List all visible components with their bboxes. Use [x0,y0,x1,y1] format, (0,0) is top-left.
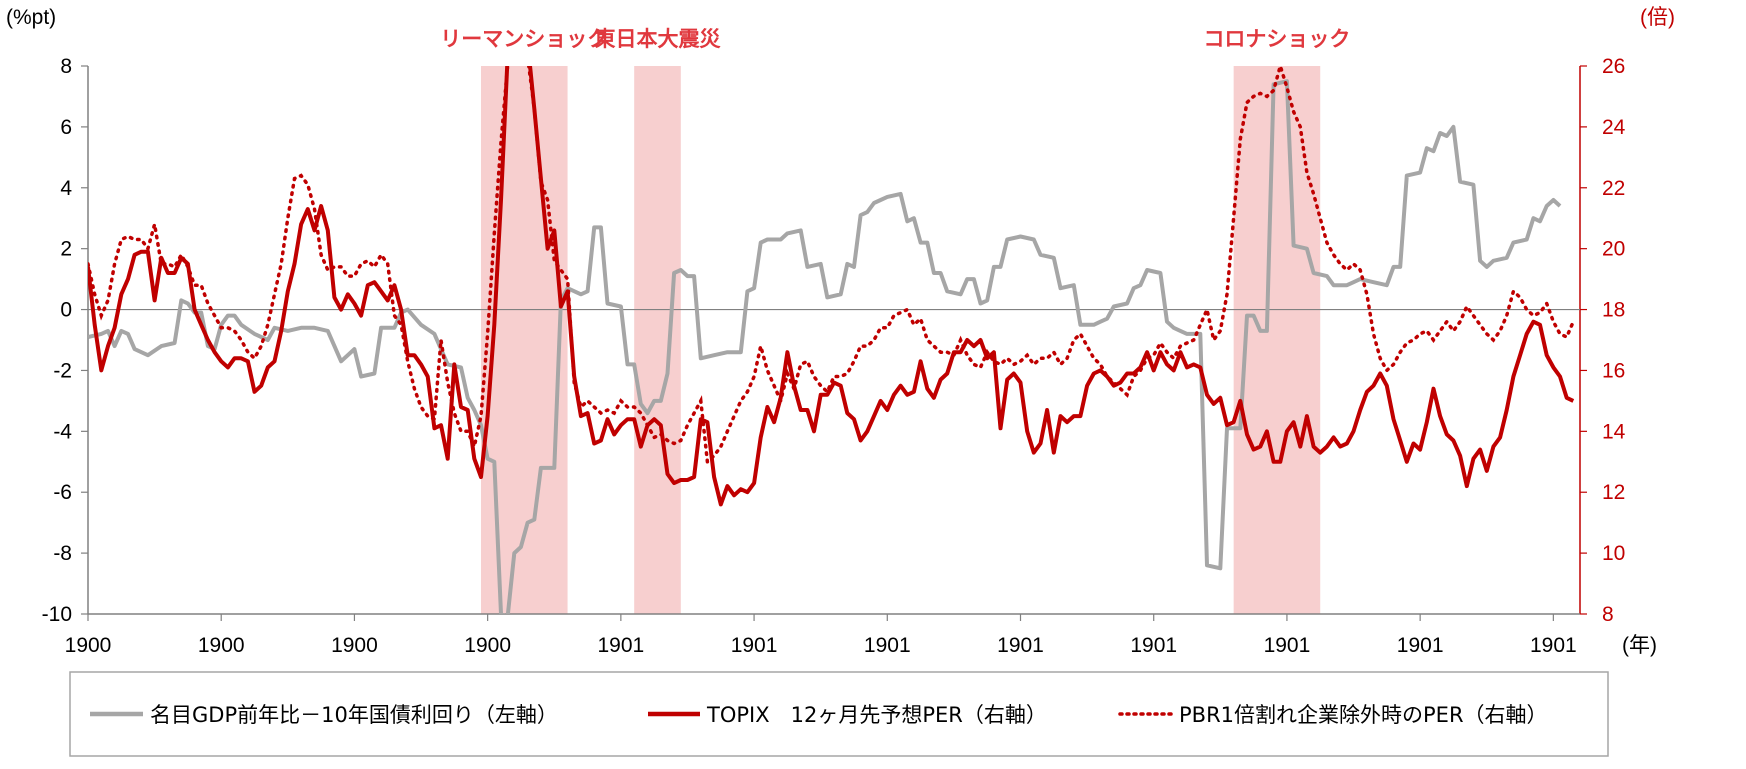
x-tick-label-5: 1901 [731,634,778,657]
legend-box [69,671,1609,757]
x-tick-label-9: 1901 [1264,634,1311,657]
x-tick-label-8: 1901 [1130,634,1177,657]
legend-label-topix: TOPIX 12ヶ月先予想PER（右軸） [706,703,1047,727]
shaded-periods [480,66,1321,614]
x-axis-unit: (年) [1622,634,1657,657]
shaded-period-1 [634,66,681,614]
x-tick-label-1: 1900 [198,634,245,657]
right-tick-label-4: 16 [1602,359,1625,382]
axes [81,65,1587,621]
series-line-1 [88,66,1575,507]
right-tick-label-7: 22 [1602,177,1625,200]
x-tick-label-3: 1900 [464,634,511,657]
right-axis-unit: (倍) [1640,6,1675,29]
right-tick-label-8: 24 [1602,116,1626,139]
left-tick-label-8: 6 [60,116,72,139]
right-tick-label-2: 12 [1602,481,1625,504]
x-tick-label-4: 1901 [597,634,644,657]
left-tick-label-6: 2 [60,238,72,261]
left-axis-unit: (%pt) [6,6,56,29]
left-tick-label-5: 0 [60,299,72,322]
series-line-2 [88,66,1576,466]
shaded-period-label-0: リーマンショック [440,27,608,51]
legend: 名目GDP前年比－10年国債利回り（左軸） TOPIX 12ヶ月先予想PER（右… [69,671,1609,757]
x-tick-label-10: 1901 [1397,634,1444,657]
x-tick-label-2: 1900 [331,634,378,657]
right-tick-label-5: 18 [1602,299,1625,322]
right-tick-label-6: 20 [1602,238,1625,261]
left-tick-label-4: -2 [53,359,72,382]
left-tick-label-9: 8 [60,55,72,78]
left-tick-label-0: -10 [42,603,72,626]
series-line-0 [88,79,1562,614]
right-tick-label-0: 8 [1602,603,1614,626]
shaded-period-label-1: 東日本大震災 [594,27,721,51]
left-tick-label-7: 4 [60,177,72,200]
right-tick-label-9: 26 [1602,55,1625,78]
legend-label-gdp: 名目GDP前年比－10年国債利回り（左軸） [150,703,558,727]
left-tick-label-2: -6 [53,481,72,504]
legend-label-pbr: PBR1倍割れ企業除外時のPER（右軸） [1179,703,1548,727]
x-tick-label-6: 1901 [864,634,911,657]
right-tick-label-3: 14 [1602,420,1626,443]
x-tick-label-7: 1901 [997,634,1044,657]
left-tick-label-3: -4 [53,420,72,443]
shaded-period-label-2: コロナショック [1203,27,1350,51]
x-tick-label-0: 1900 [65,634,112,657]
x-tick-label-11: 1901 [1530,634,1577,657]
left-tick-label-1: -8 [53,542,72,565]
right-tick-label-1: 10 [1602,542,1625,565]
series-lines [88,66,1576,614]
